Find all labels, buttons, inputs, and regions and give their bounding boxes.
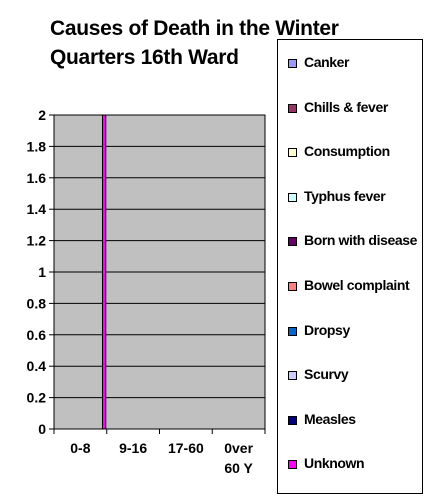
legend-label: Canker	[304, 54, 350, 70]
x-tick-label: 0ver 60 Y	[224, 440, 253, 476]
legend-label: Consumption	[304, 143, 390, 160]
y-tick-label: 2	[38, 107, 46, 123]
legend-label: Measles	[304, 410, 356, 427]
y-tick-label: 0.2	[27, 390, 47, 406]
legend-swatch	[288, 460, 297, 470]
y-tick-label: 0.6	[27, 327, 47, 343]
x-tick-label: 0-8	[70, 440, 90, 456]
legend-label: Unknown	[304, 455, 365, 472]
legend-label: Born with disease	[304, 232, 418, 249]
legend-swatch	[288, 103, 297, 113]
y-tick-label: 1.8	[27, 138, 47, 154]
legend-label: Dropsy	[304, 321, 350, 338]
y-tick-label: 1	[38, 264, 46, 280]
legend-swatch	[288, 282, 297, 291]
x-tick-label: 17-60	[168, 440, 204, 456]
legend-swatch	[288, 59, 297, 68]
legend-swatch	[288, 326, 297, 336]
chart-title: Causes of Death in the Winter Quarters 1…	[50, 17, 339, 69]
legend-swatch	[288, 237, 297, 247]
chart-legend: Canker Chills & fever Consumption Typhus fe…	[277, 39, 423, 494]
y-tick-label: 1.6	[27, 170, 47, 186]
legend-swatch	[288, 192, 297, 202]
y-tick-label: 1.4	[27, 201, 47, 217]
y-tick-label: 0.4	[27, 358, 47, 374]
legend-label: Bowel complaint	[304, 277, 410, 293]
x-tick-label: 9-16	[119, 440, 147, 456]
y-tick-label: 0.8	[27, 295, 47, 311]
legend-swatch	[288, 371, 297, 381]
legend-swatch	[288, 148, 297, 158]
legend-label: Chills & fever	[304, 98, 388, 115]
legend-label: Scurvy	[304, 366, 349, 383]
y-tick-label: 0	[38, 421, 46, 437]
legend-label: Typhus fever	[304, 187, 386, 204]
bar-unknown	[101, 114, 107, 430]
y-tick-label: 1.2	[27, 233, 47, 249]
legend-swatch	[288, 415, 297, 425]
